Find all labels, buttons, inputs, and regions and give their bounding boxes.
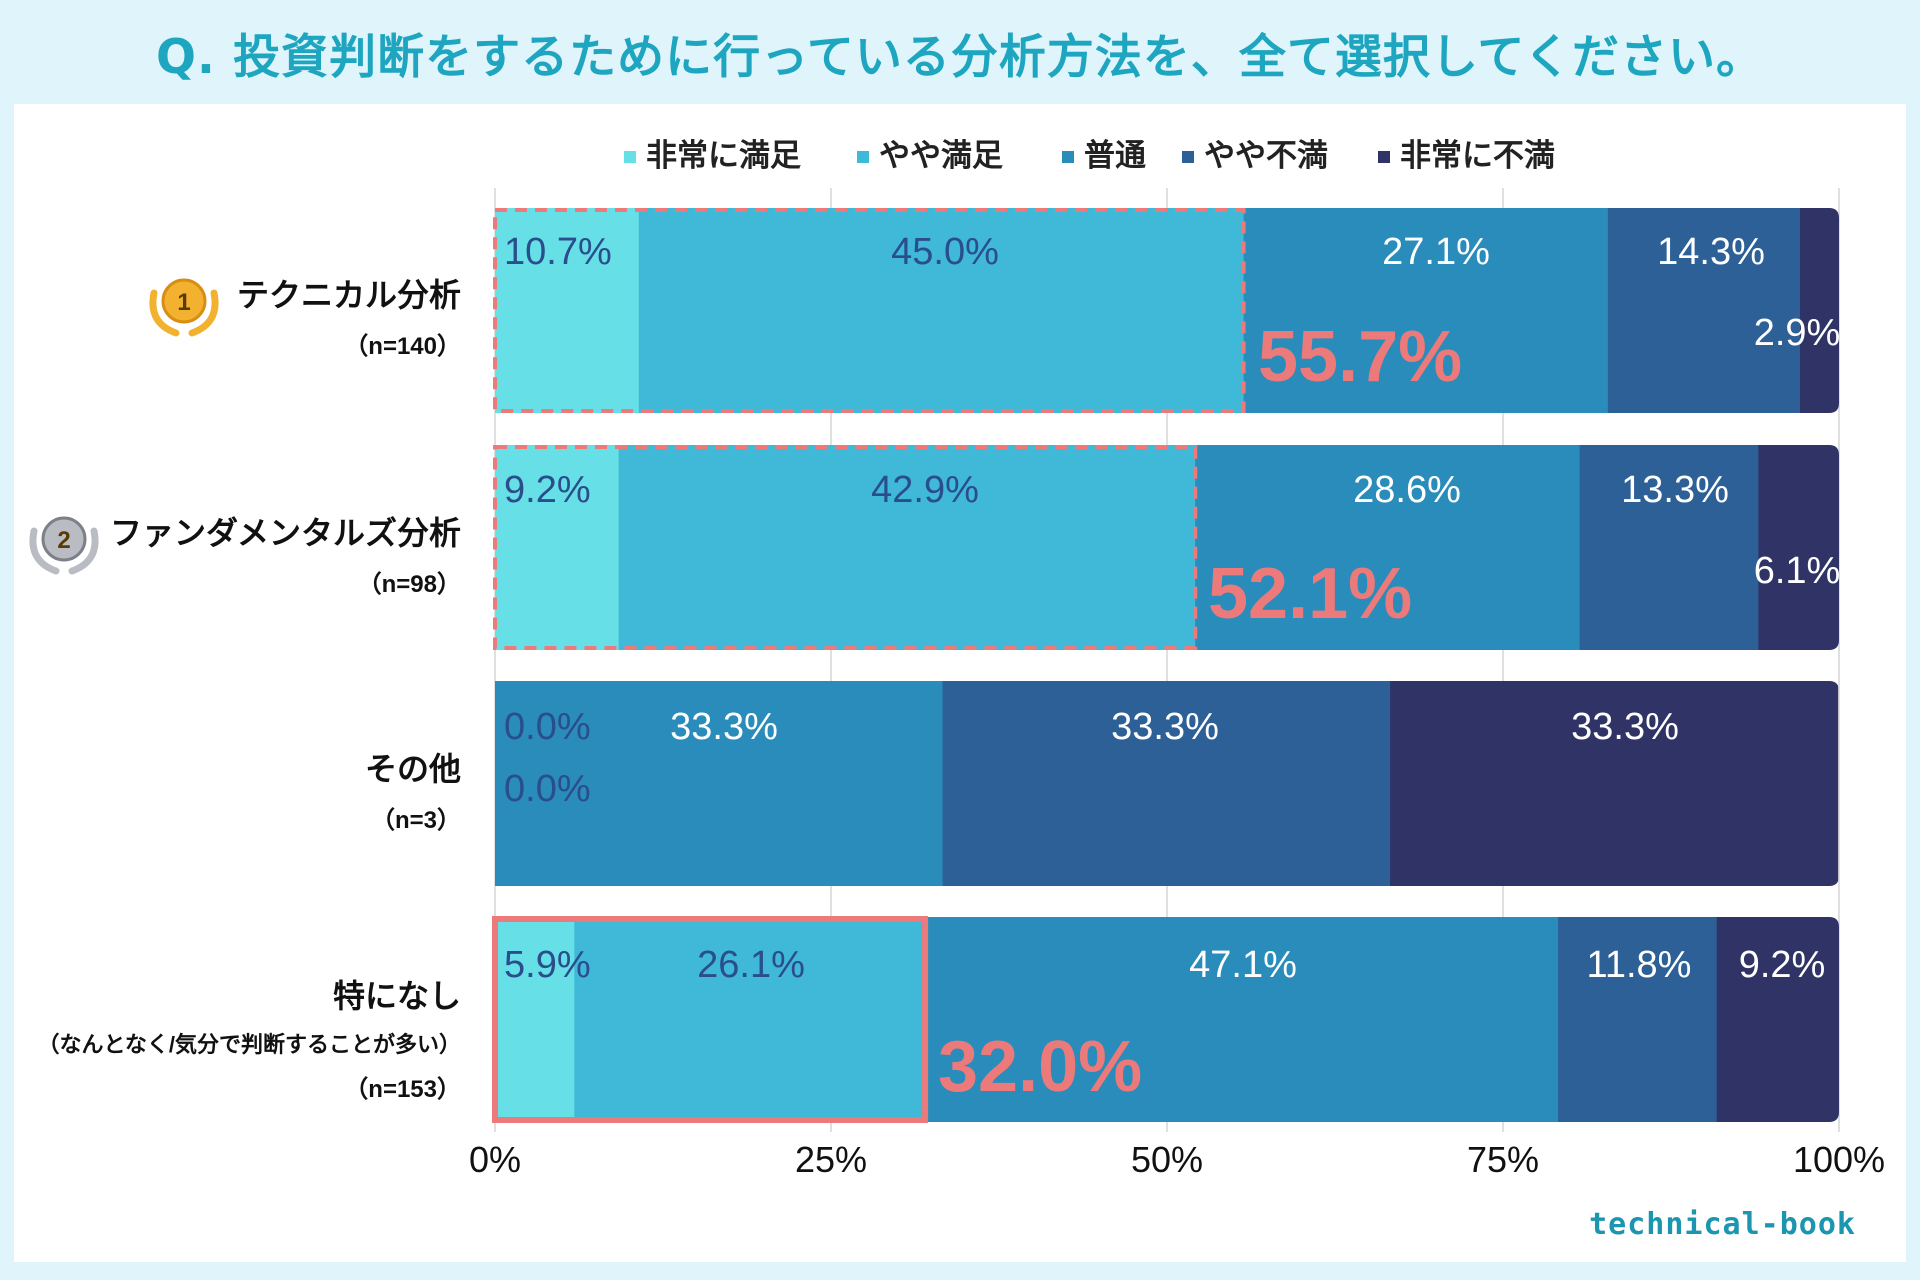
data-label: 47.1% [1189,944,1297,986]
bar-segment [1579,445,1759,650]
data-label: 5.9% [504,944,591,986]
x-tick-label: 75% [1467,1139,1539,1180]
medal-laurel-icon [149,289,180,337]
data-label: 27.1% [1382,231,1490,273]
brand-logo: technical-book [1589,1207,1856,1242]
legend-swatch [624,151,636,163]
highlight-total: 52.1% [1208,554,1412,634]
bar-segment [1195,445,1581,650]
legend-label: 普通 [1084,138,1146,173]
bar-segment [495,917,575,1122]
legend-swatch [1062,151,1074,163]
data-label: 28.6% [1353,469,1461,511]
data-label: 9.2% [504,469,591,511]
data-label: 45.0% [891,231,999,273]
category-label: その他 [365,751,461,787]
category-n: （n=3） [371,807,461,834]
bar-segment [495,681,944,886]
data-label: 2.9% [1754,312,1841,354]
rank-medal-icon [161,278,207,324]
data-label: 33.3% [670,706,778,748]
legend-swatch [857,151,869,163]
legend-label: 非常に不満 [1400,138,1555,173]
legend-label: 非常に満足 [646,138,801,173]
data-label: 13.3% [1621,469,1729,511]
page-title: Q. 投資判断をするために行っている分析方法を、全て選択してください。 [156,30,1764,85]
highlight-box [492,916,929,1123]
bar-segment [1607,208,1801,413]
data-label: 26.1% [697,944,805,986]
category-n: （n=153） [344,1076,461,1103]
medal-laurel-icon [188,289,219,337]
data-label: 6.1% [1754,550,1841,592]
bar-segment [618,445,1196,650]
category-n: （n=98） [358,571,461,598]
medal-laurel-icon [68,527,99,575]
bar-segment [1800,208,1839,413]
data-label: 33.3% [1571,706,1679,748]
bar-segment [1390,681,1839,886]
x-tick-label: 100% [1793,1139,1885,1180]
chart-panel: 非常に満足 やや満足 普通 やや不満 非常に不満 10.7% 45.0% 27.1% 14.3%… [14,104,1906,1262]
category-sublabel: （なんとなく/気分で判断することが多い） [38,1032,461,1057]
highlight-box [493,445,1198,650]
rank-number: 2 [57,527,70,554]
data-label: 42.9% [871,469,979,511]
highlight-total: 55.7% [1258,317,1462,397]
category-label: ファンダメンタルズ分析 [110,515,461,551]
rank-number: 1 [177,289,190,316]
category-n: （n=140） [344,333,461,360]
data-label: 0.0% [504,768,591,810]
x-tick-label: 50% [1131,1139,1203,1180]
data-label: 10.7% [504,231,612,273]
category-label: 特になし [333,978,461,1014]
rank-medal-icon [41,516,87,562]
bar-segment [574,917,926,1122]
legend-swatch [1182,151,1194,163]
bar-segment [942,681,1391,886]
data-label: 33.3% [1111,706,1219,748]
data-label: 9.2% [1739,944,1826,986]
category-label: テクニカル分析 [237,277,461,313]
highlight-box [493,208,1246,413]
bar-segment [1716,917,1839,1122]
legend-label: やや満足 [879,138,1003,173]
bar-segment [925,917,1559,1122]
x-tick-label: 0% [469,1139,521,1180]
data-label: 11.8% [1587,944,1692,986]
data-label: 0.0% [504,706,591,748]
bar-segment [638,208,1245,413]
data-label: 14.3% [1657,231,1765,273]
x-tick-label: 25% [795,1139,867,1180]
bar-segment [495,445,620,650]
medal-laurel-icon [29,527,60,575]
highlight-total: 32.0% [938,1027,1142,1107]
bar-segment [495,208,640,413]
legend-label: やや不満 [1204,138,1328,173]
legend-swatch [1378,151,1390,163]
bar-segment [1243,208,1609,413]
bar-segment [1758,445,1839,650]
stacked-bar-chart: 非常に満足 やや満足 普通 やや不満 非常に不満 10.7% 45.0% 27.1% 14.3%… [29,138,1885,1180]
bar-segment [1558,917,1718,1122]
